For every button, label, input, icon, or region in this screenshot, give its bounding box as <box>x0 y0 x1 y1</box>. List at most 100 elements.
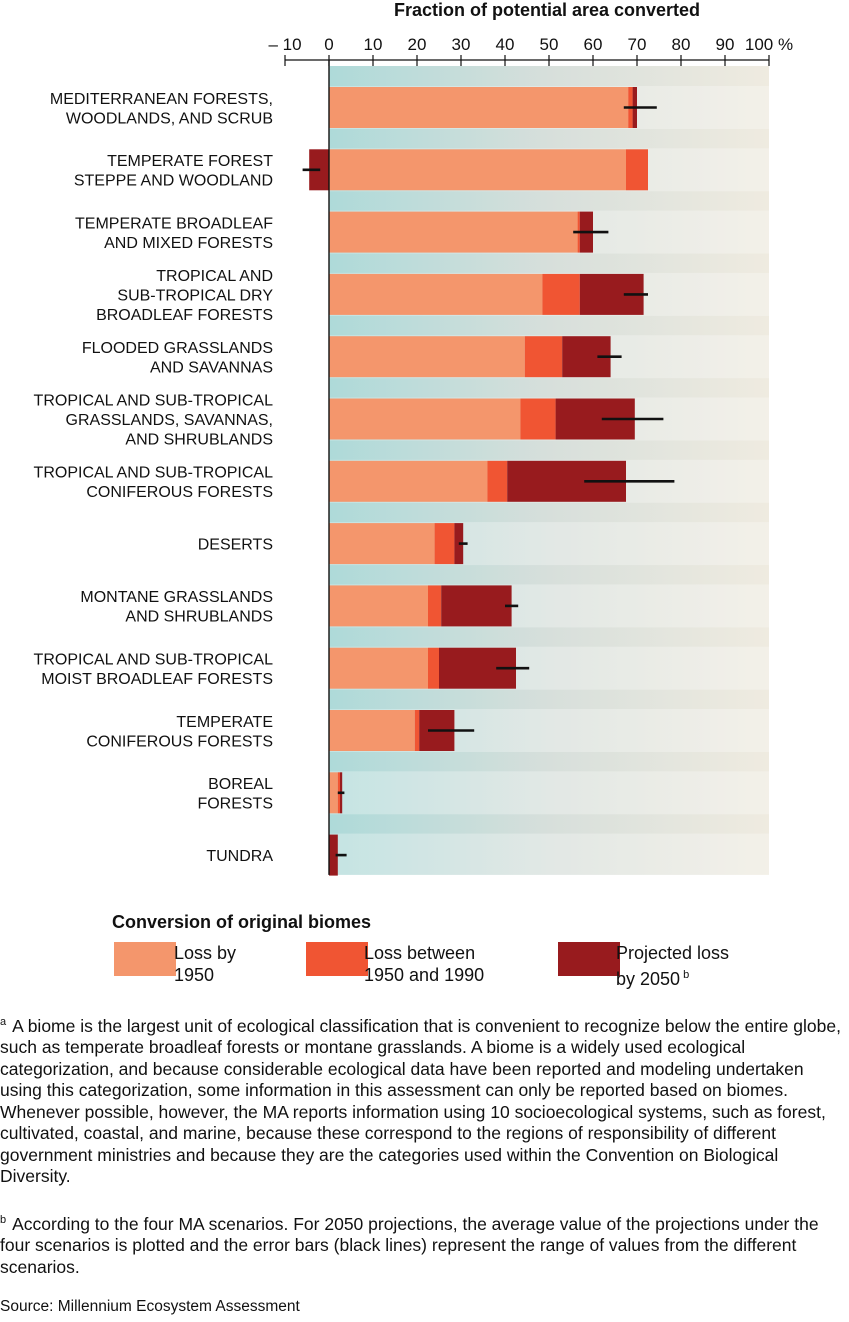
footnote-a-text: A biome is the largest unit of ecologica… <box>0 1015 841 1187</box>
x-axis: – 10 0 10 20 30 40 50 60 70 80 90 100 % <box>268 35 793 66</box>
x-tick-label: 100 % <box>745 35 793 54</box>
legend-label-line2-text: by 2050 <box>616 969 681 989</box>
bar-segment <box>329 149 626 191</box>
bar-segment <box>329 834 338 876</box>
bar-layer <box>302 60 675 876</box>
footnote-b-mark: b <box>0 1213 7 1226</box>
x-tick-label: 50 <box>540 35 559 54</box>
legend-label-line2: 1950 and 1990 <box>364 965 485 985</box>
legend-swatch <box>114 942 176 976</box>
category-label-line: CONIFEROUS FORESTS <box>86 733 273 750</box>
category-label: TEMPERATE FOREST STEPPE AND WOODLAND <box>74 153 273 190</box>
x-tick-label: 20 <box>408 35 427 54</box>
category-label: TROPICAL AND SUB-TROPICAL CONIFEROUS FORE… <box>34 465 274 502</box>
legend-label: Loss between 1950 and 1990 <box>364 942 484 986</box>
category-label-line: TROPICAL AND SUB-TROPICAL <box>34 651 274 668</box>
category-labels: MEDITERRANEAN FORESTS, WOODLANDS, AND SCR… <box>34 91 274 865</box>
legend-label-line2: by 2050 b <box>616 964 729 990</box>
legend-label: Loss by 1950 <box>174 942 236 986</box>
legend-item-projected-2050: Projected loss by 2050 b <box>558 942 733 990</box>
legend: Conversion of original biomes Loss by 19… <box>112 912 812 989</box>
x-tick-label: 90 <box>716 35 735 54</box>
bar-segment <box>329 273 543 315</box>
category-label-line: DESERTS <box>198 537 273 554</box>
x-tick-label: 40 <box>496 35 515 54</box>
footnote-b-text: According to the four MA scenarios. For … <box>0 1213 819 1277</box>
category-label-line: TEMPERATE <box>176 714 273 731</box>
x-tick-label: 60 <box>584 35 603 54</box>
category-label-line: BOREAL <box>208 776 273 793</box>
row-band <box>329 771 769 815</box>
category-label-line: STEPPE AND WOODLAND <box>74 173 273 190</box>
category-label: TROPICAL AND SUB-TROPICAL MOIST BROADLEAF… <box>34 651 274 688</box>
x-tick-label: 10 <box>364 35 383 54</box>
legend-title: Conversion of original biomes <box>112 912 372 932</box>
bar-segment <box>626 149 648 191</box>
bar-segment <box>428 585 442 627</box>
bar-segment <box>487 460 508 502</box>
category-label: DESERTS <box>198 537 273 554</box>
x-tick-label: 30 <box>452 35 471 54</box>
category-label-line: MEDITERRANEAN FORESTS, <box>50 91 273 108</box>
category-label: TEMPERATE CONIFEROUS FORESTS <box>86 714 273 751</box>
category-label-line: WOODLANDS, AND SCRUB <box>66 110 273 127</box>
category-label-line: MONTANE GRASSLANDS <box>80 589 273 606</box>
legend-label-line1: Loss between <box>364 943 476 963</box>
biome-conversion-chart: Fraction of potential area converted – 1… <box>34 0 793 877</box>
row-band <box>329 833 769 877</box>
bar-segment <box>329 585 428 627</box>
chart-title: Fraction of potential area converted <box>394 0 700 20</box>
category-label-line: CONIFEROUS FORESTS <box>86 484 273 501</box>
category-label: MEDITERRANEAN FORESTS, WOODLANDS, AND SCR… <box>50 91 273 128</box>
category-label-line: TUNDRA <box>206 848 273 865</box>
bar-segment <box>329 523 435 565</box>
bar-segment <box>329 211 578 253</box>
x-tick-label: – 10 <box>268 35 301 54</box>
category-label: TUNDRA <box>206 848 273 865</box>
bar-segment <box>329 398 521 440</box>
bar-segment <box>329 772 338 814</box>
category-label-line: MOIST BROADLEAF FORESTS <box>41 671 273 688</box>
bar-segment <box>524 336 563 378</box>
bar-segment <box>329 460 488 502</box>
footnote-a-mark: a <box>0 1016 7 1028</box>
category-label-line: TEMPERATE BROADLEAF <box>75 215 273 232</box>
category-label-line: TROPICAL AND SUB-TROPICAL <box>34 393 274 410</box>
legend-swatch <box>306 942 368 976</box>
bar-segment <box>329 710 415 751</box>
x-tick-label: 0 <box>324 35 333 54</box>
legend-item-loss-1950: Loss by 1950 <box>114 942 238 986</box>
category-label-line: AND SAVANNAS <box>150 359 273 376</box>
source-credit: Source: Millennium Ecosystem Assessment <box>0 1298 300 1315</box>
legend-label: Projected loss by 2050 b <box>616 942 729 990</box>
bar-segment <box>441 585 512 627</box>
category-label-line: FLOODED GRASSLANDS <box>82 340 273 357</box>
bar-segment <box>434 523 455 565</box>
bar-segment <box>414 710 420 751</box>
legend-item-loss-1950-1990: Loss between 1950 and 1990 <box>306 942 488 986</box>
legend-label-line2: 1950 <box>174 965 215 985</box>
category-label-line: FORESTS <box>197 796 273 813</box>
bar-segment <box>520 398 556 440</box>
category-label: TROPICAL AND SUB-TROPICAL DRY BROADLEAF FO… <box>96 268 273 324</box>
category-label-line: TROPICAL AND SUB-TROPICAL <box>34 465 274 482</box>
category-label: FLOODED GRASSLANDS AND SAVANNAS <box>82 340 273 377</box>
footnote-mark-b: b <box>683 969 690 981</box>
x-tick-label: 70 <box>628 35 647 54</box>
category-label: TROPICAL AND SUB-TROPICAL GRASSLANDS, SAV… <box>34 393 274 449</box>
category-label-line: SUB-TROPICAL DRY <box>117 287 273 304</box>
category-label-line: GRASSLANDS, SAVANNAS, <box>66 412 273 429</box>
legend-label-line1: Projected loss <box>616 943 730 963</box>
bar-segment <box>329 647 428 689</box>
legend-swatch <box>558 942 620 976</box>
category-label-line: BROADLEAF FORESTS <box>96 307 273 324</box>
category-label: MONTANE GRASSLANDS AND SHRUBLANDS <box>80 589 273 626</box>
category-label: BOREAL FORESTS <box>197 776 273 813</box>
x-tick-label: 80 <box>672 35 691 54</box>
bar-segment <box>542 273 580 315</box>
bar-segment <box>329 87 629 128</box>
bar-segment <box>428 647 439 689</box>
category-label-line: TROPICAL AND <box>156 268 273 285</box>
